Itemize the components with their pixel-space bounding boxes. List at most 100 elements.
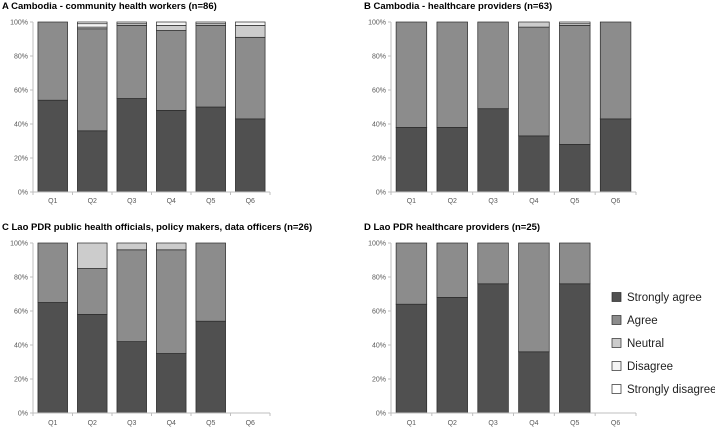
panel-b-y-tick-label: 0% [376, 190, 386, 197]
panel-c-y-tick-label: 60% [14, 309, 28, 316]
panel-c-bar-q2-agree [77, 268, 108, 315]
panel-d-bar-q5-agree [559, 242, 591, 285]
panel-c-title: C Lao PDR public health officials, polic… [2, 222, 312, 233]
panel-a-y-tick-label: 80% [14, 54, 28, 61]
panel-b-bar-q4-strongly-agree [518, 135, 550, 193]
legend-swatch-neutral [611, 338, 622, 348]
panel-a-y-tick-label: 20% [14, 156, 28, 163]
panel-c-bar-q1-strongly-agree [37, 302, 68, 414]
panel-a-bar-q4-disagree [156, 21, 187, 26]
panel-b-y-tick-label: 40% [372, 122, 386, 129]
panel-c-y-tick-label: 0% [18, 411, 28, 418]
panel-a-x-tick-label: Q2 [88, 198, 97, 205]
panel-a-x-tick-label: Q3 [127, 198, 136, 205]
legend-label-strongly-agree: Strongly agree [627, 292, 702, 304]
panel-d-x-tick-label: Q3 [488, 420, 497, 427]
panel-c-x-tick-label: Q5 [206, 420, 215, 427]
panel-a-bar-q5-disagree [195, 21, 226, 25]
legend-label-agree: Agree [627, 315, 658, 327]
panel-d-y-tick-label: 60% [372, 309, 386, 316]
panel-c-bar-q3-strongly-agree [116, 341, 147, 414]
panel-b-bar-q1-strongly-agree [395, 127, 428, 193]
panel-b-x-tick-label: Q1 [407, 198, 416, 205]
panel-c-bar-q1-agree [37, 242, 68, 303]
panel-b-bar-q2-agree [436, 21, 468, 128]
panel-d-x-tick-label: Q5 [570, 420, 579, 427]
panel-a-bar-q2-agree [77, 28, 108, 132]
panel-a-bar-q4-neutral [156, 25, 187, 31]
panel-a-bar-q3-strongly-agree [116, 98, 147, 193]
panel-c-y-tick-label: 80% [14, 275, 28, 282]
panel-a-title: A Cambodia - community health workers (n… [2, 1, 217, 12]
panel-a-bar-q4-agree [156, 30, 187, 111]
panel-a-bar-q2-strongly-agree [77, 130, 108, 193]
panel-b-bar-q6-agree [599, 21, 632, 120]
panel-c-bar-q4-neutral [156, 242, 187, 251]
panel-a-x-tick-label: Q4 [167, 198, 176, 205]
panel-c-bar-q2-strongly-agree [77, 314, 108, 414]
panel-a-x-tick-label: Q6 [246, 198, 255, 205]
panel-c-bar-q3-neutral [116, 242, 147, 251]
panel-b-x-tick-label: Q3 [488, 198, 497, 205]
panel-d-bar-q3-strongly-agree [477, 283, 509, 414]
panel-a-bar-q3-agree [116, 25, 147, 99]
panel-d-x-tick-label: Q1 [407, 420, 416, 427]
panel-c-bar-q4-strongly-agree [156, 353, 187, 414]
panel-d-bar-q1-strongly-agree [395, 303, 428, 414]
legend-label-disagree: Disagree [627, 361, 673, 373]
panel-c-x-tick-label: Q6 [246, 420, 255, 427]
panel-c-bar-q2-neutral [77, 242, 108, 269]
panel-d-y-tick-label: 40% [372, 343, 386, 350]
panel-a-y-tick-label: 60% [14, 88, 28, 95]
panel-b-bar-q5-disagree [559, 21, 591, 25]
panel-b-bar-q6-strongly-agree [599, 118, 632, 193]
panel-a-x-tick-label: Q1 [48, 198, 57, 205]
legend-swatch-strongly-agree [611, 292, 622, 302]
panel-b-y-tick-label: 20% [372, 156, 386, 163]
panel-b-bar-q3-strongly-agree [477, 108, 509, 193]
panel-b-bar-q3-agree [477, 21, 509, 110]
panel-d-bar-q5-strongly-agree [559, 283, 591, 414]
panel-b-title: B Cambodia - healthcare providers (n=63) [364, 1, 552, 12]
panel-b-bar-q1-agree [395, 21, 428, 128]
panel-b-bar-q4-neutral [518, 21, 550, 28]
panel-c-x-tick-label: Q1 [48, 420, 57, 427]
panel-c-x-tick-label: Q4 [167, 420, 176, 427]
panel-a-bar-q2-strongly-disagree [77, 21, 108, 25]
panel-c-x-tick-label: Q2 [88, 420, 97, 427]
legend-label-neutral: Neutral [627, 338, 664, 350]
panel-b-bar-q5-strongly-agree [559, 144, 591, 193]
panel-d-bar-q2-agree [436, 242, 468, 298]
panel-b-y-tick-label: 60% [372, 88, 386, 95]
panel-c-y-tick-label: 100% [10, 241, 28, 248]
panel-d-y-tick-label: 0% [376, 411, 386, 418]
panel-b-bar-q5-agree [559, 25, 591, 145]
panel-a-bar-q6-disagree [235, 21, 266, 26]
panel-d-bar-q4-agree [518, 242, 550, 353]
panel-a-bar-q1-agree [37, 21, 68, 101]
panel-d-bar-q1-agree [395, 242, 428, 305]
legend-label-strongly-disagree: Strongly disagree [627, 384, 715, 396]
panel-c-bar-q5-agree [195, 242, 226, 322]
panel-d-y-tick-label: 100% [368, 241, 386, 248]
panel-a-y-tick-label: 0% [18, 190, 28, 197]
panel-b-y-tick-label: 80% [372, 54, 386, 61]
panel-d-title: D Lao PDR healthcare providers (n=25) [364, 222, 540, 233]
panel-d-y-tick-label: 80% [372, 275, 386, 282]
panel-a-bar-q5-strongly-agree [195, 106, 226, 193]
panel-b-x-tick-label: Q2 [448, 198, 457, 205]
panel-a-y-tick-label: 40% [14, 122, 28, 129]
legend-swatch-disagree [611, 361, 622, 371]
panel-b-y-tick-label: 100% [368, 20, 386, 27]
panel-d-bar-q3-agree [477, 242, 509, 285]
panel-c-x-tick-label: Q3 [127, 420, 136, 427]
panel-a-bar-q3-disagree [116, 21, 147, 25]
panel-a-bar-q6-strongly-agree [235, 118, 266, 193]
panel-c-y-tick-label: 20% [14, 377, 28, 384]
panel-d-x-tick-label: Q4 [529, 420, 538, 427]
panel-a-x-tick-label: Q5 [206, 198, 215, 205]
panel-b-x-tick-label: Q5 [570, 198, 579, 205]
legend-swatch-agree [611, 315, 622, 325]
legend-swatch-strongly-disagree [611, 384, 622, 394]
